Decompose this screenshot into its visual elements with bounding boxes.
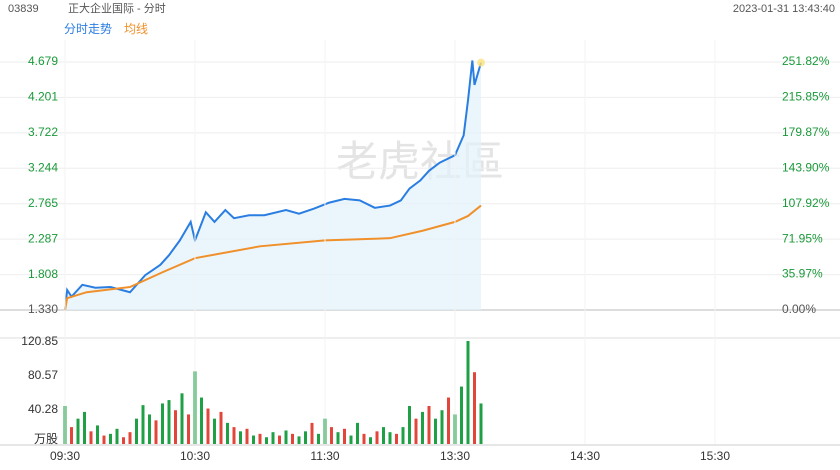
- volume-bar: [265, 437, 268, 444]
- y-tick-label: 2.765: [28, 196, 58, 210]
- volume-bar: [167, 400, 171, 444]
- y2-tick-label: 0.00%: [782, 302, 816, 316]
- volume-bar: [96, 425, 99, 444]
- volume-bar: [213, 418, 216, 444]
- volume-bar: [128, 432, 132, 444]
- volume-bar: [109, 433, 112, 444]
- volume-bar: [369, 437, 372, 444]
- volume-bar: [115, 428, 119, 444]
- volume-bar: [200, 397, 203, 444]
- volume-bar: [343, 428, 346, 444]
- volume-bar: [226, 422, 229, 444]
- volume-bar: [122, 437, 125, 444]
- volume-bar: [245, 428, 249, 444]
- y-tick-label: 120.85: [21, 334, 58, 348]
- volume-bar: [408, 405, 411, 444]
- price-area: [65, 60, 481, 310]
- legend-entry: 均线: [124, 22, 148, 36]
- volume-bar: [304, 431, 307, 444]
- y2-tick-label: 71.95%: [782, 231, 823, 245]
- y2-tick-label: 179.87%: [782, 125, 830, 139]
- volume-bar: [440, 410, 444, 444]
- y2-tick-label: 35.97%: [782, 267, 823, 281]
- volume-bar: [83, 411, 86, 444]
- volume-bar: [388, 432, 392, 444]
- volume-bar: [291, 433, 294, 444]
- y-tick-label: 2.287: [28, 231, 58, 245]
- x-tick-label: 13:30: [440, 449, 470, 463]
- volume-bar: [473, 372, 476, 444]
- volume-bar: [414, 418, 418, 444]
- volume-bar: [284, 430, 288, 444]
- y-tick-label: 3.722: [28, 125, 58, 139]
- legend-entry: 分时走势: [64, 22, 112, 36]
- y-tick-label: 4.679: [28, 54, 58, 68]
- y2-tick-label: 107.92%: [782, 196, 830, 210]
- x-tick-label: 15:30: [700, 449, 730, 463]
- volume-bar: [317, 433, 320, 444]
- volume-bar: [232, 427, 236, 444]
- stock-name: 正大企业国际 - 分时: [68, 1, 166, 15]
- y-tick-label: 1.808: [28, 267, 58, 281]
- last-point: [477, 58, 485, 67]
- volume-bar: [356, 422, 359, 444]
- x-tick-label: 14:30: [570, 449, 600, 463]
- volume-bar: [219, 411, 223, 444]
- volume-bar: [310, 422, 314, 444]
- volume-bar: [70, 427, 73, 444]
- volume-bar: [102, 435, 106, 444]
- volume-bar: [180, 393, 184, 444]
- volume-bar: [362, 433, 366, 444]
- volume-bar: [174, 410, 177, 444]
- y2-tick-label: 215.85%: [782, 90, 830, 104]
- y-tick-label: 4.201: [28, 90, 58, 104]
- volume-bar: [460, 386, 463, 444]
- series-line: [64, 60, 482, 311]
- y2-tick-label: 251.82%: [782, 54, 830, 68]
- volume-bar: [89, 431, 93, 444]
- volume-bar: [239, 431, 242, 444]
- x-tick-label: 10:30: [180, 449, 210, 463]
- stock-code: 03839: [8, 3, 39, 15]
- volume-bar: [375, 431, 379, 444]
- volume-bar: [161, 403, 164, 444]
- volume-bar: [330, 427, 333, 444]
- volume-bar: [148, 414, 151, 444]
- volume-bar: [479, 403, 483, 444]
- x-tick-label: 09:30: [50, 449, 80, 463]
- volume-bar: [427, 405, 431, 444]
- y-tick-label: 3.244: [28, 160, 58, 174]
- datetime: 2023-01-31 13:43:40: [733, 3, 835, 15]
- volume-bar: [76, 418, 80, 444]
- volume-bar: [187, 414, 190, 444]
- volume-bar: [447, 397, 450, 444]
- volume-bar: [141, 405, 145, 444]
- volume-bar: [401, 427, 405, 444]
- volume-bar: [349, 435, 353, 444]
- volume-bar: [258, 433, 262, 444]
- volume-bar: [297, 436, 301, 444]
- volume-bar: [336, 432, 340, 444]
- volume-bar: [271, 432, 275, 444]
- volume-bar: [466, 340, 470, 444]
- volume-bar: [154, 420, 158, 444]
- x-tick-label: 11:30: [310, 449, 339, 463]
- volume-bar: [434, 418, 437, 444]
- volume-bar: [206, 408, 210, 444]
- volume-bar: [421, 411, 424, 444]
- volume-bar: [135, 418, 138, 444]
- volume-bar: [278, 435, 281, 444]
- volume-bar: [382, 427, 385, 444]
- y-tick-label: 1.330: [28, 302, 58, 316]
- y-tick-label: 80.57: [28, 368, 58, 382]
- volume-bar: [395, 433, 398, 444]
- volume-bar: [252, 435, 255, 444]
- y2-tick-label: 143.90%: [782, 160, 830, 174]
- y-tick-label: 40.28: [28, 402, 58, 416]
- y-tick-label: 万股: [34, 432, 58, 446]
